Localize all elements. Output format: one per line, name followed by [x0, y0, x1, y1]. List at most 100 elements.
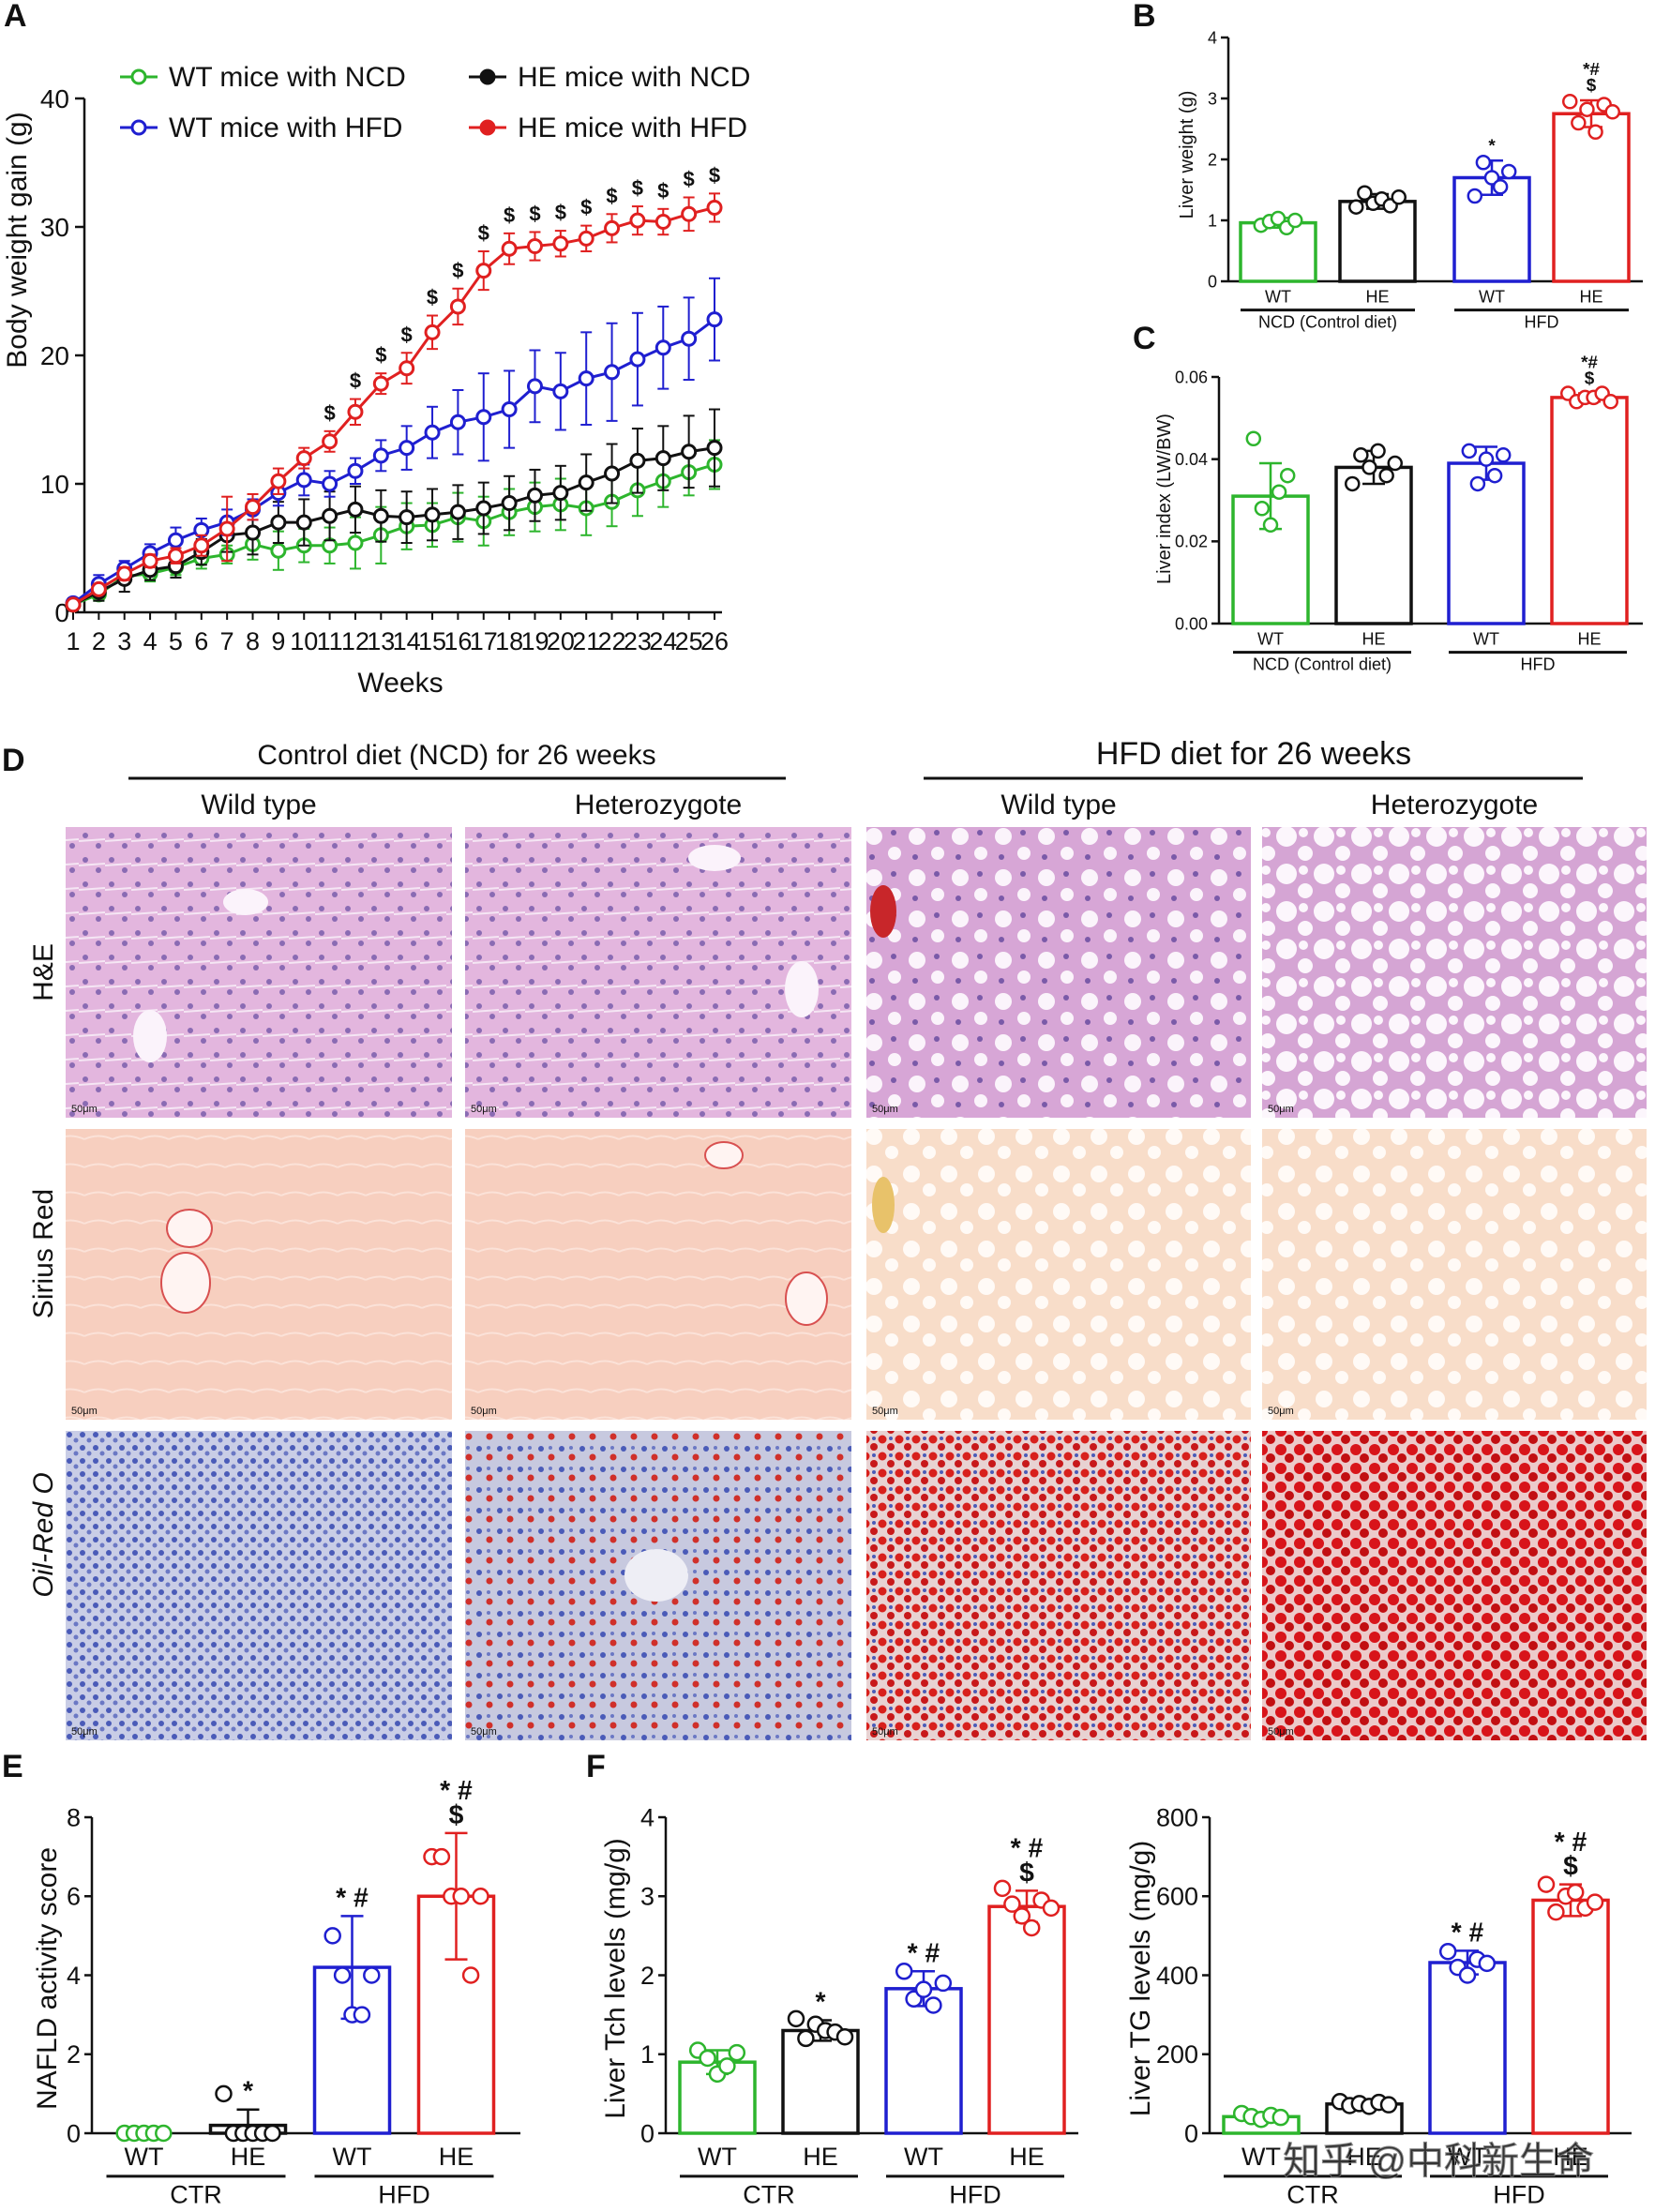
data-point	[604, 465, 621, 482]
category-label: HE	[1362, 630, 1385, 649]
scale-bar-label: 50μm	[872, 1104, 898, 1115]
bar	[1531, 1898, 1610, 2135]
data-point	[1604, 104, 1620, 120]
data-point	[1003, 1895, 1021, 1913]
row-label-oil-red: Oil-Red O	[28, 1472, 59, 1597]
panel-letter-d: D	[2, 743, 25, 778]
x-tick-label: 7	[220, 627, 234, 655]
y-tick-label: 4	[67, 1962, 81, 1990]
data-point	[1438, 1942, 1457, 1961]
category-label: WT	[333, 2143, 372, 2171]
panel-letter-c: C	[1133, 321, 1156, 356]
category-label: WT	[1257, 630, 1284, 649]
data-point	[681, 444, 698, 460]
significance-mark: $	[375, 343, 386, 367]
category-label: HE	[1347, 2143, 1382, 2171]
bar	[1239, 220, 1317, 283]
data-point	[116, 565, 133, 582]
x-tick-label: 11	[317, 627, 343, 655]
data-point	[629, 351, 646, 368]
panel-letter-e: E	[2, 1749, 23, 1784]
data-point	[1475, 155, 1492, 171]
data-point	[1547, 1903, 1565, 1921]
data-point	[578, 370, 594, 387]
vessel	[160, 1252, 211, 1314]
data-point	[363, 1966, 381, 1984]
x-tick-label: 10	[290, 627, 318, 655]
data-point	[1492, 179, 1509, 195]
x-tick-label: 3	[117, 627, 131, 655]
scale-bar-label: 50μm	[71, 1406, 98, 1417]
column-title-hfd-he: Heterozygote	[1371, 790, 1538, 820]
data-point	[372, 375, 389, 392]
y-tick-label: 0.06	[1175, 368, 1208, 386]
category-label: HE	[803, 2143, 838, 2171]
data-point	[1362, 459, 1377, 475]
x-tick-label: 21	[572, 627, 600, 655]
data-point	[501, 495, 518, 512]
data-point	[681, 330, 698, 347]
scale-bar-label: 50μm	[471, 1406, 497, 1417]
bar	[884, 1987, 963, 2135]
significance-mark: *	[1488, 136, 1496, 156]
vessel	[166, 1209, 213, 1248]
category-label: WT	[1479, 288, 1505, 307]
scale-bar-label: 50μm	[71, 1104, 98, 1115]
group-label: HFD	[949, 2180, 1001, 2208]
x-tick-label: 19	[520, 627, 549, 655]
micrograph-he-hfd-he	[1262, 827, 1647, 1118]
vessel	[704, 1141, 744, 1169]
data-point	[604, 219, 621, 236]
category-label: HE	[231, 2143, 266, 2171]
data-point	[167, 532, 184, 549]
x-tick-label: 20	[547, 627, 575, 655]
scale-bar-label: 50μm	[872, 1406, 898, 1417]
data-point	[90, 580, 107, 597]
legend-entry: WT mice with NCD	[120, 62, 406, 93]
data-point	[347, 501, 364, 518]
group-title-hfd: HFD diet for 26 weeks	[1096, 736, 1411, 772]
series-he-mice-with-ncd	[65, 408, 723, 613]
data-point	[706, 440, 723, 457]
data-point	[475, 263, 492, 279]
vessel	[872, 1177, 895, 1233]
y-tick-label: 6	[67, 1883, 81, 1911]
significance-mark: *#	[1581, 353, 1598, 372]
micrograph-he-ncd-he	[465, 827, 851, 1118]
category-label: WT	[1241, 2143, 1281, 2171]
significance-mark: $	[709, 163, 720, 187]
category-label: HE	[1009, 2143, 1045, 2171]
y-tick-label: 600	[1156, 1883, 1198, 1911]
y-tick-label: 2	[640, 1962, 654, 1990]
significance-mark: *	[815, 1988, 825, 2018]
watermark: 知乎 @中科新生命	[1283, 2141, 1594, 2182]
x-tick-label: 24	[649, 627, 677, 655]
micrograph-sirius-hfd-wt	[866, 1129, 1251, 1420]
y-tick-label: 200	[1156, 2040, 1198, 2069]
x-tick-label: 12	[341, 627, 369, 655]
data-point	[654, 214, 671, 231]
data-point	[681, 205, 698, 222]
significance-mark: $	[478, 221, 489, 245]
series-wt-mice-with-ncd	[65, 439, 723, 613]
x-tick-label: 9	[271, 627, 285, 655]
data-point	[629, 212, 646, 229]
data-point	[218, 520, 235, 537]
significance-mark: $	[504, 203, 515, 227]
vessel	[688, 845, 741, 871]
data-point	[706, 311, 723, 328]
legend-swatch-marker	[130, 68, 147, 85]
micrograph-sirius-ncd-wt	[66, 1129, 452, 1420]
data-point	[1566, 1883, 1585, 1902]
legend-label: WT mice with HFD	[169, 113, 402, 143]
data-point	[322, 507, 339, 524]
micrograph-sirius-hfd-he	[1262, 1129, 1647, 1420]
data-point	[167, 548, 184, 564]
data-point	[1013, 1907, 1031, 1925]
significance-mark: $	[449, 1800, 464, 1830]
data-point	[215, 2084, 233, 2103]
data-point	[1245, 430, 1262, 446]
